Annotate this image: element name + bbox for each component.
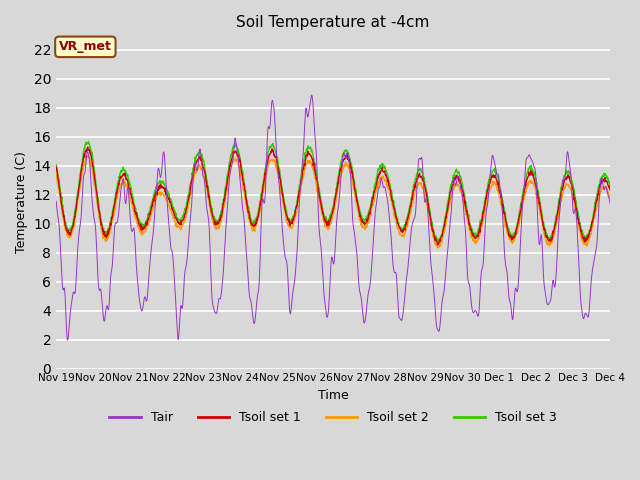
X-axis label: Time: Time xyxy=(317,389,348,402)
Y-axis label: Temperature (C): Temperature (C) xyxy=(15,151,28,253)
Legend: Tair, Tsoil set 1, Tsoil set 2, Tsoil set 3: Tair, Tsoil set 1, Tsoil set 2, Tsoil se… xyxy=(104,406,562,429)
Title: Soil Temperature at -4cm: Soil Temperature at -4cm xyxy=(236,15,430,30)
Text: VR_met: VR_met xyxy=(59,40,112,53)
